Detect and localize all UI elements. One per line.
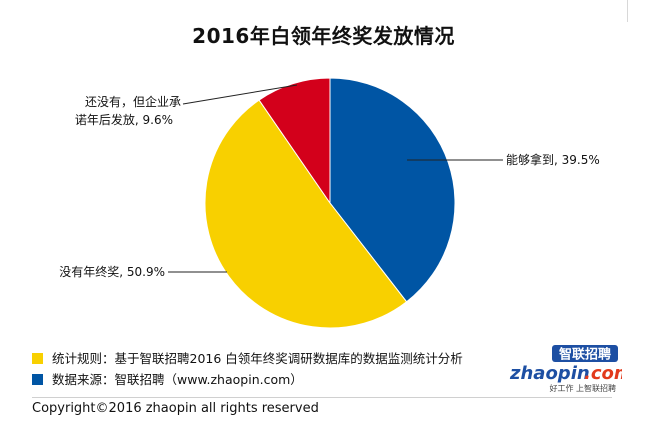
slice-label-promised-line2: 诺年后发放, 9.6% (75, 112, 173, 127)
footnote-stat-rule: 统计规则：基于智联招聘2016 白领年终奖调研数据库的数据监测统计分析 (32, 348, 463, 369)
svg-text:.com: .com (584, 363, 622, 384)
footnotes: 统计规则：基于智联招聘2016 白领年终奖调研数据库的数据监测统计分析 数据来源… (32, 348, 463, 390)
yellow-square-icon (32, 353, 43, 364)
pie-slice-can-get (329, 77, 456, 303)
pie-slice-promised (258, 77, 331, 205)
slice-label-promised-line1: 还没有，但企业承 (85, 94, 181, 109)
slice-label-can-get: 能够拿到, 39.5% (506, 152, 600, 167)
chart-title: 2016年白领年终奖发放情况 (192, 24, 455, 48)
leader-line-promised (182, 84, 298, 105)
footnote-stat-rule-text: 统计规则：基于智联招聘2016 白领年终奖调研数据库的数据监测统计分析 (52, 351, 463, 366)
svg-text:智联招聘: 智联招聘 (559, 347, 611, 363)
footnote-source-text: 数据来源：智联招聘（www.zhaopin.com） (52, 372, 303, 387)
pie-slice-no-bonus (204, 99, 408, 329)
zhaopin-logo: 智联招聘 zhaopin .com 好工作 上智联招聘 (509, 345, 622, 393)
copyright-text: Copyright©2016 zhaopin all rights reserv… (32, 397, 612, 420)
footnote-source: 数据来源：智联招聘（www.zhaopin.com） (32, 369, 463, 390)
blue-square-icon (32, 374, 43, 385)
slice-label-no-bonus: 没有年终奖, 50.9% (59, 264, 165, 279)
svg-text:zhaopin: zhaopin (509, 363, 590, 384)
pie-chart: 能够拿到, 39.5% 没有年终奖, 50.9% 还没有，但企业承 诺年后发放,… (59, 77, 600, 329)
svg-text:好工作 上智联招聘: 好工作 上智联招聘 (549, 383, 616, 393)
